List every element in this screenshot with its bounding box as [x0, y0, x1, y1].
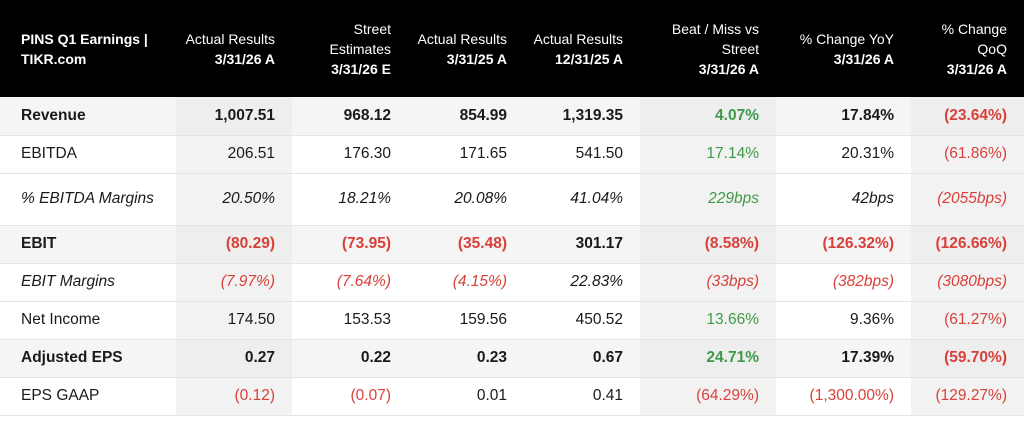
table-cell: (7.64%) — [292, 263, 408, 302]
table-title: PINS Q1 Earnings | TIKR.com — [21, 30, 148, 67]
column-label: % Change YoY — [799, 30, 894, 47]
table-cell: 24.71% — [640, 339, 776, 378]
table-cell: 0.22 — [292, 339, 408, 378]
table-cell: (35.48) — [408, 225, 524, 264]
table-cell: 9.36% — [776, 301, 911, 340]
table-cell: 17.39% — [776, 339, 911, 378]
column-date: 3/31/26 A — [214, 50, 275, 67]
table-cell: 0.41 — [524, 377, 640, 416]
table-cell: 1,007.51 — [176, 97, 292, 136]
table-cell: (382bps) — [776, 263, 911, 302]
column-header: Actual Results 3/31/26 A — [176, 0, 292, 97]
column-date: 12/31/25 A — [555, 50, 623, 67]
table-row-adjusted-eps: Adjusted EPS 0.27 0.22 0.23 0.67 24.71% … — [0, 339, 1024, 378]
column-label: Actual Results — [533, 30, 623, 47]
row-label: Revenue — [0, 97, 176, 136]
table-cell: 206.51 — [176, 135, 292, 174]
table-cell: 153.53 — [292, 301, 408, 340]
table-row-ebit: EBIT (80.29) (73.95) (35.48) 301.17 (8.5… — [0, 225, 1024, 264]
column-header: Street Estimates 3/31/26 E — [292, 0, 408, 97]
table-cell: (126.66%) — [911, 225, 1024, 264]
row-label: EBITDA — [0, 135, 176, 174]
table-cell: 22.83% — [524, 263, 640, 302]
table-cell: (64.29%) — [640, 377, 776, 416]
column-label: Actual Results — [185, 30, 275, 47]
column-header: Actual Results 3/31/25 A — [408, 0, 524, 97]
column-header: % Change YoY 3/31/26 A — [776, 0, 911, 97]
table-row-ebitda-margins: % EBITDA Margins 20.50% 18.21% 20.08% 41… — [0, 173, 1024, 226]
table-cell: 450.52 — [524, 301, 640, 340]
column-label: % Change QoQ — [941, 20, 1007, 57]
table-cell: (1,300.00%) — [776, 377, 911, 416]
table-cell: 41.04% — [524, 173, 640, 226]
table-cell: 541.50 — [524, 135, 640, 174]
column-date: 3/31/25 A — [446, 50, 507, 67]
table-row-eps-gaap: EPS GAAP (0.12) (0.07) 0.01 0.41 (64.29%… — [0, 377, 1024, 416]
table-row-net-income: Net Income 174.50 153.53 159.56 450.52 1… — [0, 301, 1024, 340]
table-cell: 17.14% — [640, 135, 776, 174]
table-cell: (61.86%) — [911, 135, 1024, 174]
column-header: Beat / Miss vs Street 3/31/26 A — [640, 0, 776, 97]
row-label: EBIT — [0, 225, 176, 264]
table-cell: 174.50 — [176, 301, 292, 340]
table-cell: 159.56 — [408, 301, 524, 340]
row-label: Adjusted EPS — [0, 339, 176, 378]
table-cell: (126.32%) — [776, 225, 911, 264]
table-cell: 13.66% — [640, 301, 776, 340]
column-date: 3/31/26 E — [331, 60, 391, 77]
table-cell: 0.23 — [408, 339, 524, 378]
table-cell: (0.12) — [176, 377, 292, 416]
table-cell: 18.21% — [292, 173, 408, 226]
header-row: PINS Q1 Earnings | TIKR.com Actual Resul… — [0, 0, 1024, 97]
table-cell: 0.27 — [176, 339, 292, 378]
table-cell: (33bps) — [640, 263, 776, 302]
row-label: EBIT Margins — [0, 263, 176, 302]
table-cell: 4.07% — [640, 97, 776, 136]
table-cell: 17.84% — [776, 97, 911, 136]
table-cell: (8.58%) — [640, 225, 776, 264]
table-row-ebitda: EBITDA 206.51 176.30 171.65 541.50 17.14… — [0, 135, 1024, 174]
table-cell: (4.15%) — [408, 263, 524, 302]
row-label: EPS GAAP — [0, 377, 176, 416]
table-cell: 968.12 — [292, 97, 408, 136]
column-label: Actual Results — [417, 30, 507, 47]
column-date: 3/31/26 A — [698, 60, 759, 77]
column-header: % Change QoQ 3/31/26 A — [911, 0, 1024, 97]
table-cell: 171.65 — [408, 135, 524, 174]
column-header: Actual Results 12/31/25 A — [524, 0, 640, 97]
table-cell: 176.30 — [292, 135, 408, 174]
table-cell: (3080bps) — [911, 263, 1024, 302]
table-cell: 1,319.35 — [524, 97, 640, 136]
table-cell: 0.67 — [524, 339, 640, 378]
table-cell: 20.50% — [176, 173, 292, 226]
table-cell: (80.29) — [176, 225, 292, 264]
table-cell: (7.97%) — [176, 263, 292, 302]
column-date: 3/31/26 A — [833, 50, 894, 67]
table-cell: 42bps — [776, 173, 911, 226]
column-label: Beat / Miss vs Street — [671, 20, 759, 57]
table-cell: 229bps — [640, 173, 776, 226]
row-label: % EBITDA Margins — [0, 173, 176, 226]
table-cell: (23.64%) — [911, 97, 1024, 136]
table-cell: 0.01 — [408, 377, 524, 416]
table-cell: (2055bps) — [911, 173, 1024, 226]
table-row-revenue: Revenue 1,007.51 968.12 854.99 1,319.35 … — [0, 97, 1024, 136]
column-label: Street Estimates — [329, 20, 391, 57]
table-row-ebit-margins: EBIT Margins (7.97%) (7.64%) (4.15%) 22.… — [0, 263, 1024, 302]
row-label: Net Income — [0, 301, 176, 340]
table-cell: 301.17 — [524, 225, 640, 264]
table-cell: (61.27%) — [911, 301, 1024, 340]
table-cell: 854.99 — [408, 97, 524, 136]
table-cell: 20.31% — [776, 135, 911, 174]
table-cell: 20.08% — [408, 173, 524, 226]
table-cell: (0.07) — [292, 377, 408, 416]
table-cell: (59.70%) — [911, 339, 1024, 378]
column-date: 3/31/26 A — [946, 60, 1007, 77]
table-cell: (129.27%) — [911, 377, 1024, 416]
table-cell: (73.95) — [292, 225, 408, 264]
